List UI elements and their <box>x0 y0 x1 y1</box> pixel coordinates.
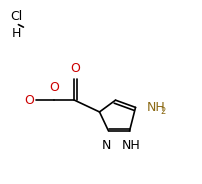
Text: NH: NH <box>146 100 164 114</box>
Text: H: H <box>11 27 21 40</box>
Text: O: O <box>49 81 59 94</box>
Text: NH: NH <box>121 139 140 152</box>
Text: Cl: Cl <box>10 10 22 23</box>
Text: 2: 2 <box>159 107 164 116</box>
Text: O: O <box>70 62 80 75</box>
Text: O: O <box>24 94 34 107</box>
Text: N: N <box>102 139 111 152</box>
